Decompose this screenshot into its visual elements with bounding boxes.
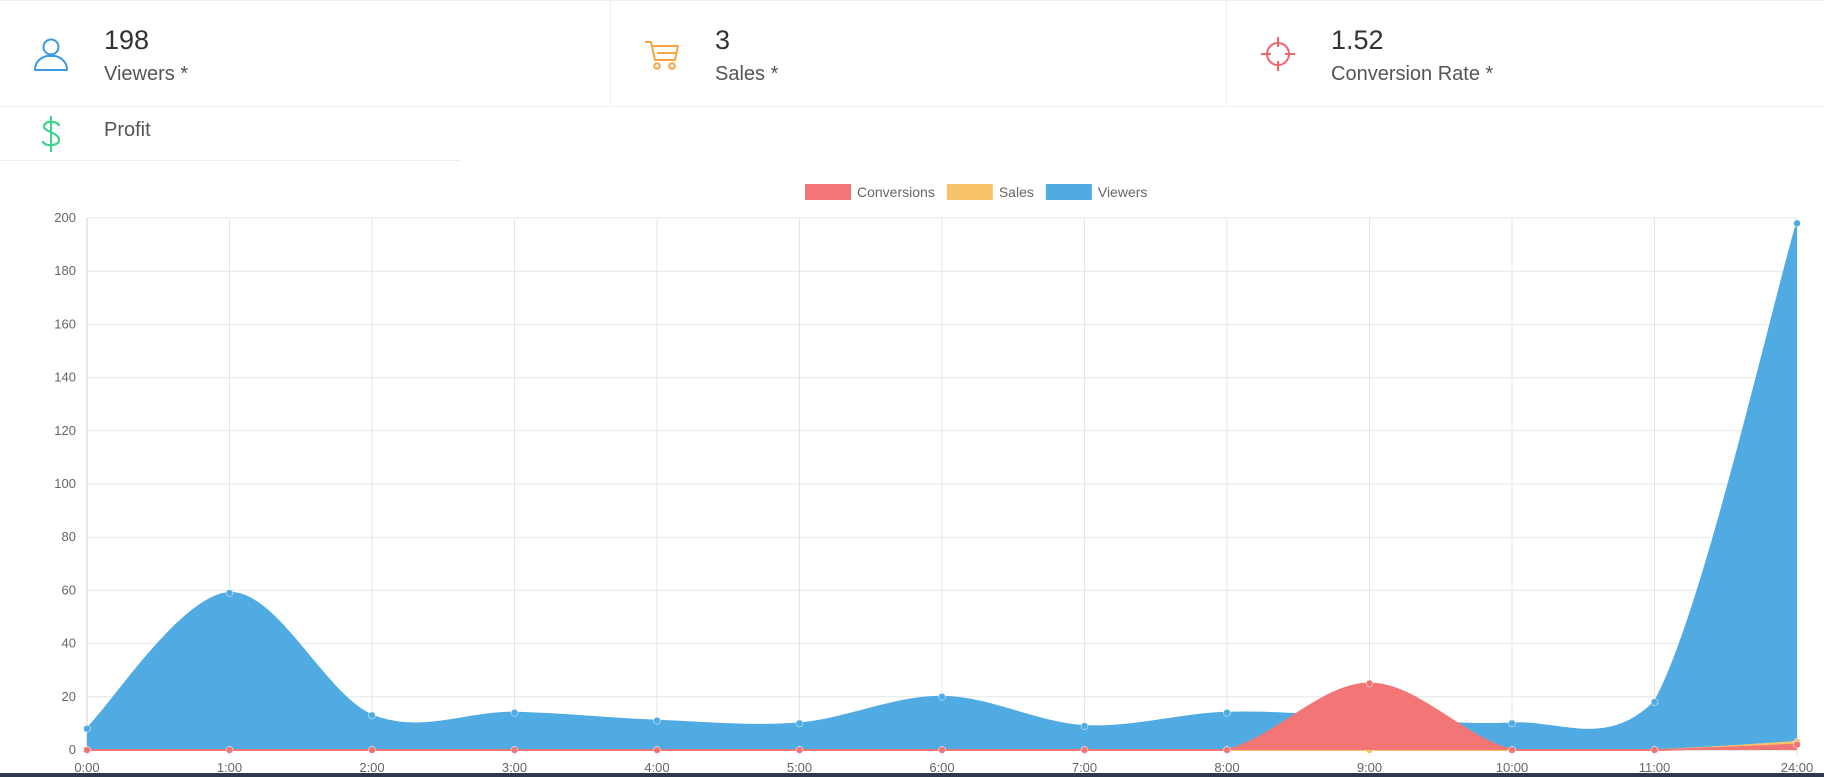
x-tick-label: 1:00 — [217, 760, 242, 773]
sales-value: 3 — [715, 25, 731, 55]
viewers-point — [795, 719, 804, 728]
x-tick-label: 4:00 — [644, 760, 669, 773]
grid-lines — [86, 217, 1798, 756]
legend: Conversions Sales Viewers — [805, 184, 1147, 200]
conversions-point — [795, 746, 804, 754]
conversion-rate-label: Conversion Rate * — [1331, 63, 1494, 85]
conversions-point — [510, 746, 519, 754]
conversions-point — [368, 746, 376, 754]
x-tick-label: 6:00 — [929, 760, 954, 773]
crosshair-icon — [1261, 37, 1295, 71]
legend-swatch-sales — [946, 184, 993, 200]
x-tick-label: 8:00 — [1214, 760, 1239, 773]
conversions-point — [938, 746, 946, 754]
stat-card-viewers: 198 Viewers * — [0, 1, 611, 107]
conversions-area — [87, 683, 1797, 750]
legend-label-conversions: Conversions — [857, 184, 935, 200]
viewers-line — [86, 223, 1798, 731]
y-tick-label: 0 — [69, 742, 76, 757]
viewers-point — [1650, 698, 1659, 706]
viewers-point — [368, 711, 376, 720]
y-tick-label: 60 — [62, 582, 76, 597]
cart-icon — [645, 41, 679, 70]
viewers-value: 198 — [104, 25, 150, 55]
y-tick-label: 160 — [54, 316, 76, 331]
y-tick-label: 80 — [62, 529, 76, 544]
conversions-point — [225, 746, 234, 754]
stat-card-sales: 3 Sales * — [611, 1, 1227, 107]
viewers-point — [653, 716, 661, 725]
conversions-point — [83, 746, 91, 754]
x-tick-label: 11:00 — [1639, 760, 1671, 773]
viewers-point — [1508, 719, 1516, 728]
x-tick-label: 24:00 — [1781, 760, 1814, 773]
x-tick-label: 3:00 — [502, 760, 527, 773]
viewers-point — [1080, 722, 1089, 730]
stat-card-profit: Profit — [0, 107, 460, 161]
viewers-point — [510, 709, 519, 717]
y-tick-label: 40 — [62, 636, 76, 651]
viewers-point — [225, 589, 234, 597]
x-tick-label: 5:00 — [787, 760, 812, 773]
x-tick-label: 2:00 — [359, 760, 384, 773]
viewers-label: Viewers * — [104, 63, 189, 85]
viewers-area — [87, 223, 1797, 750]
sales-label: Sales * — [715, 63, 779, 85]
x-tick-label: 10:00 — [1496, 760, 1529, 773]
profit-label: Profit — [104, 119, 151, 141]
legend-swatch-conversions — [805, 184, 851, 200]
viewers-point — [83, 724, 91, 733]
conversions-point — [1365, 679, 1374, 688]
x-tick-label: 7:00 — [1072, 760, 1097, 773]
legend-label-sales: Sales — [999, 184, 1034, 200]
conversions-point — [1793, 740, 1801, 749]
x-tick-label: 9:00 — [1357, 760, 1382, 773]
bottom-bar — [0, 773, 1824, 777]
stats-row: 198 Viewers * 3 Sales * 1.52 Conversion … — [0, 0, 1824, 107]
y-tick-label: 100 — [54, 476, 76, 491]
stat-card-conversion-rate: 1.52 Conversion Rate * — [1227, 1, 1824, 107]
conversions-point — [1223, 746, 1231, 754]
x-tick-label: 0:00 — [74, 760, 99, 773]
viewers-point — [1223, 709, 1231, 717]
legend-label-viewers: Viewers — [1098, 184, 1148, 200]
conversions-point — [1650, 746, 1659, 754]
area-chart: 0 20 40 60 80 100 120 140 160 180 200 0:00 1:00 2:00 3… — [54, 184, 1814, 773]
y-tick-label: 200 — [54, 210, 76, 225]
dollar-icon — [41, 116, 61, 152]
conversions-point — [1080, 746, 1089, 754]
conversions-point — [653, 746, 661, 754]
viewers-point — [938, 693, 946, 701]
conversions-point — [1508, 746, 1516, 754]
y-tick-label: 180 — [54, 263, 76, 278]
conversion-rate-value: 1.52 — [1331, 25, 1384, 55]
viewers-point — [1793, 219, 1801, 228]
y-tick-label: 120 — [54, 423, 76, 438]
y-tick-label: 140 — [54, 370, 76, 385]
y-tick-label: 20 — [62, 689, 76, 704]
legend-swatch-viewers — [1045, 184, 1092, 200]
user-icon — [34, 38, 68, 71]
